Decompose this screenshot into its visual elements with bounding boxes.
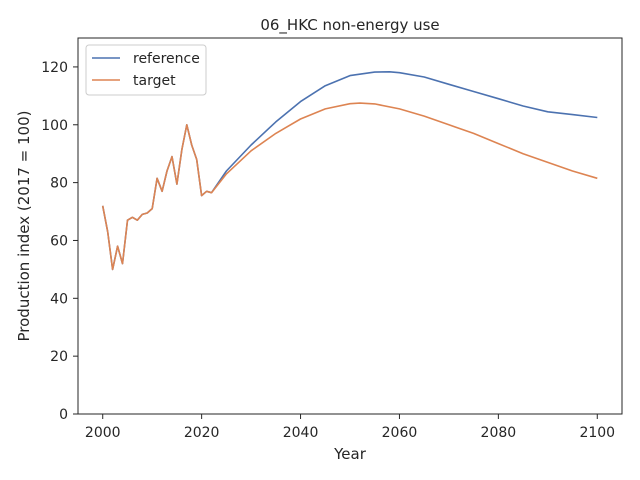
- y-tick-label: 80: [50, 176, 68, 192]
- y-axis: 0 20 40 60 80 100 120: [41, 60, 78, 423]
- x-tick-label: 2080: [481, 425, 517, 441]
- chart-title: 06_HKC non-energy use: [260, 16, 439, 35]
- y-tick-label: 60: [50, 233, 68, 249]
- x-tick-label: 2040: [283, 425, 319, 441]
- plot-frame: [77, 37, 623, 415]
- x-tick-label: 2060: [382, 425, 418, 441]
- y-tick-label: 20: [50, 349, 68, 365]
- legend: reference target: [85, 44, 207, 96]
- legend-label-reference: reference: [133, 51, 200, 67]
- x-tick-label: 2020: [184, 425, 220, 441]
- plot-area: [77, 37, 623, 415]
- x-axis: 2000 2020 2040 2060 2080 2100: [85, 414, 615, 441]
- series-layer: [101, 71, 598, 271]
- y-tick-label: 120: [41, 60, 68, 76]
- series-line-target: [101, 102, 598, 271]
- y-tick-label: 0: [59, 407, 68, 423]
- legend-label-target: target: [133, 73, 176, 89]
- series-line-reference: [101, 71, 598, 271]
- x-axis-label: Year: [333, 445, 367, 463]
- y-tick-label: 40: [50, 291, 68, 307]
- x-tick-label: 2100: [579, 425, 615, 441]
- y-axis-label: Production index (2017 = 100): [15, 111, 33, 342]
- y-tick-label: 100: [41, 118, 68, 134]
- x-tick-label: 2000: [85, 425, 121, 441]
